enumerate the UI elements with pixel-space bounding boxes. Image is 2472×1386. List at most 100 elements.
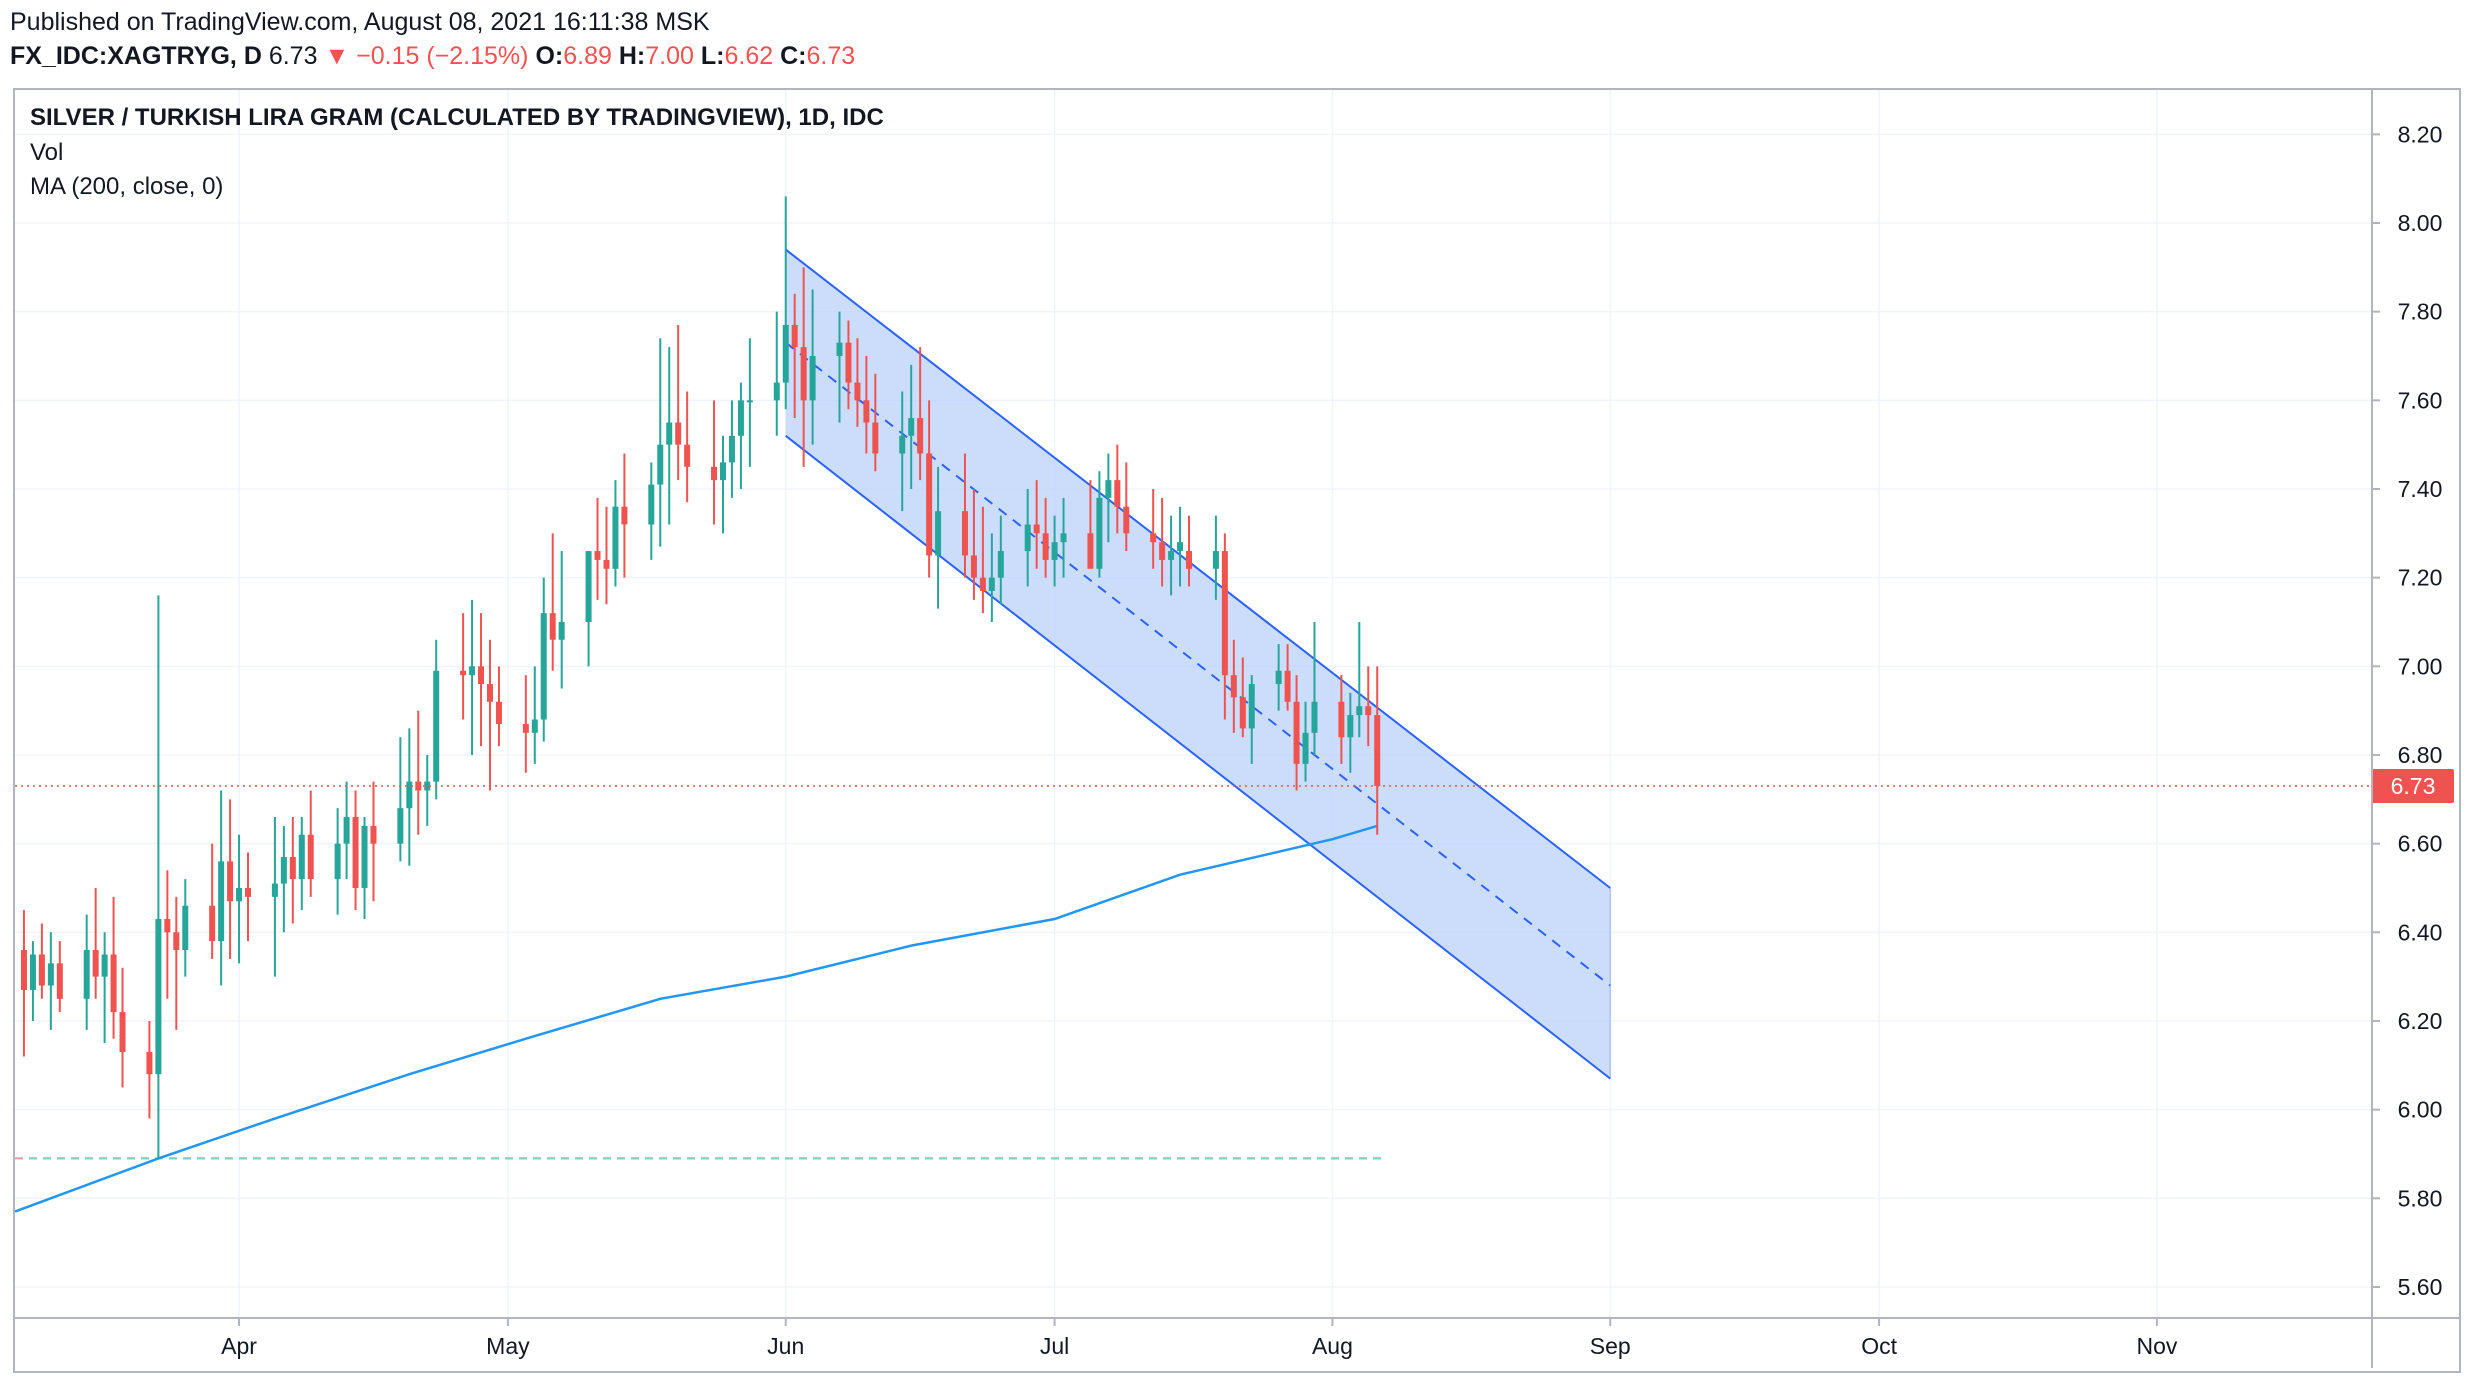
close-label: C: [780, 42, 807, 70]
candle-body [92, 950, 99, 977]
low-label: L: [700, 42, 725, 70]
y-tick-label: 7.40 [2398, 476, 2443, 502]
candle-body [227, 861, 234, 902]
candle-body [746, 400, 753, 403]
candle-body [522, 723, 529, 733]
x-tick-label: Jun [767, 1333, 804, 1359]
candle-body [460, 670, 467, 676]
legend-vol: Vol [30, 139, 64, 166]
x-tick-label: Oct [1861, 1333, 1897, 1359]
candle-body [146, 1052, 153, 1075]
candle-body [406, 781, 413, 809]
low-value: 6.62 [724, 42, 774, 70]
x-tick-label: Jul [1040, 1333, 1069, 1359]
candle-body [29, 954, 36, 990]
candle-body [164, 919, 171, 933]
candle-body [495, 701, 502, 724]
ma-line-group [14, 824, 1378, 1213]
ma-line [14, 824, 1378, 1213]
channel-lower-line [785, 435, 1611, 1080]
candle-body [666, 422, 673, 445]
candle-body [711, 466, 718, 481]
y-tick-label: 7.80 [2398, 299, 2443, 325]
candle-body [245, 887, 252, 897]
candle-body [531, 719, 538, 733]
candle-body [47, 963, 54, 986]
candle-body [1168, 551, 1175, 560]
candle-body [1024, 524, 1031, 552]
last-price-label: 6.73 [2391, 773, 2436, 799]
candle-body [612, 506, 619, 569]
candle-body [433, 670, 440, 782]
candle-body [1186, 551, 1193, 569]
symbol: FX_IDC:XAGTRYG, D [10, 42, 262, 70]
candle-body [334, 843, 341, 880]
candle-body [1302, 732, 1309, 764]
candle-body [424, 781, 431, 791]
candle-body [1239, 697, 1246, 729]
candle-body [585, 551, 592, 622]
candle-body [101, 954, 108, 977]
legend-title: SILVER / TURKISH LIRA GRAM (CALCULATED B… [30, 104, 884, 131]
candle-body [1284, 670, 1291, 702]
candle-body [648, 484, 655, 525]
candle-body [1177, 542, 1184, 552]
candle-body [1051, 542, 1058, 560]
candle-body [298, 834, 305, 880]
candle-body [675, 422, 682, 445]
x-tick-label: Aug [1312, 1333, 1353, 1359]
candle-body [782, 324, 789, 383]
candle-body [961, 511, 968, 556]
candle-body [218, 861, 225, 942]
candle-body [1275, 670, 1282, 685]
candle-body [110, 954, 117, 1013]
x-tick-label: Nov [2136, 1333, 2177, 1359]
candle-body [486, 684, 493, 702]
candle-body [1221, 551, 1228, 676]
candle-body [1114, 480, 1121, 507]
candle-body [845, 342, 852, 383]
high-label: H: [618, 42, 646, 70]
last-price-group: 6.73 [15, 769, 2454, 804]
candle-body [361, 825, 368, 888]
candle-body [397, 808, 404, 844]
candle-body [1374, 715, 1381, 787]
regression-channel [785, 248, 1611, 1080]
candle-body [979, 577, 986, 591]
published-line: Published on TradingView.com, August 08,… [10, 8, 710, 36]
candle-body [1248, 684, 1255, 729]
candle-body [809, 355, 816, 401]
grid [15, 90, 2372, 1318]
last-price-badge [2372, 769, 2454, 804]
candle-body [917, 418, 924, 454]
close-value: 6.73 [806, 42, 856, 70]
candle-body [773, 382, 780, 401]
open-label: O: [535, 42, 564, 70]
candle-body [119, 1012, 126, 1053]
candle-body [289, 856, 296, 880]
x-tick-label: Sep [1590, 1333, 1631, 1359]
chart-frame [13, 88, 2461, 1373]
candle-body [469, 666, 476, 676]
y-tick-label: 6.20 [2398, 1008, 2443, 1034]
y-tick-label: 5.60 [2398, 1274, 2443, 1300]
y-tick-label: 6.00 [2398, 1097, 2443, 1123]
candle-body [908, 418, 915, 436]
candle-body [1042, 533, 1049, 560]
candle-body [540, 613, 547, 720]
candle-body [343, 817, 350, 844]
candle-body [935, 511, 942, 556]
candle-body [728, 435, 735, 463]
candle-body [182, 905, 189, 951]
ticker-line: FX_IDC:XAGTRYG, D 6.73 ▼ −0.15 (−2.15%) … [10, 42, 855, 71]
candle-body [836, 342, 843, 356]
candle-body [1293, 701, 1300, 764]
candle-body [558, 621, 565, 640]
y-tick-label: 7.00 [2398, 653, 2443, 679]
candle-body [800, 347, 807, 401]
candle-body [1311, 701, 1318, 733]
candle-body [1159, 542, 1166, 560]
candle-body [155, 919, 162, 1075]
candle-body [173, 932, 180, 951]
